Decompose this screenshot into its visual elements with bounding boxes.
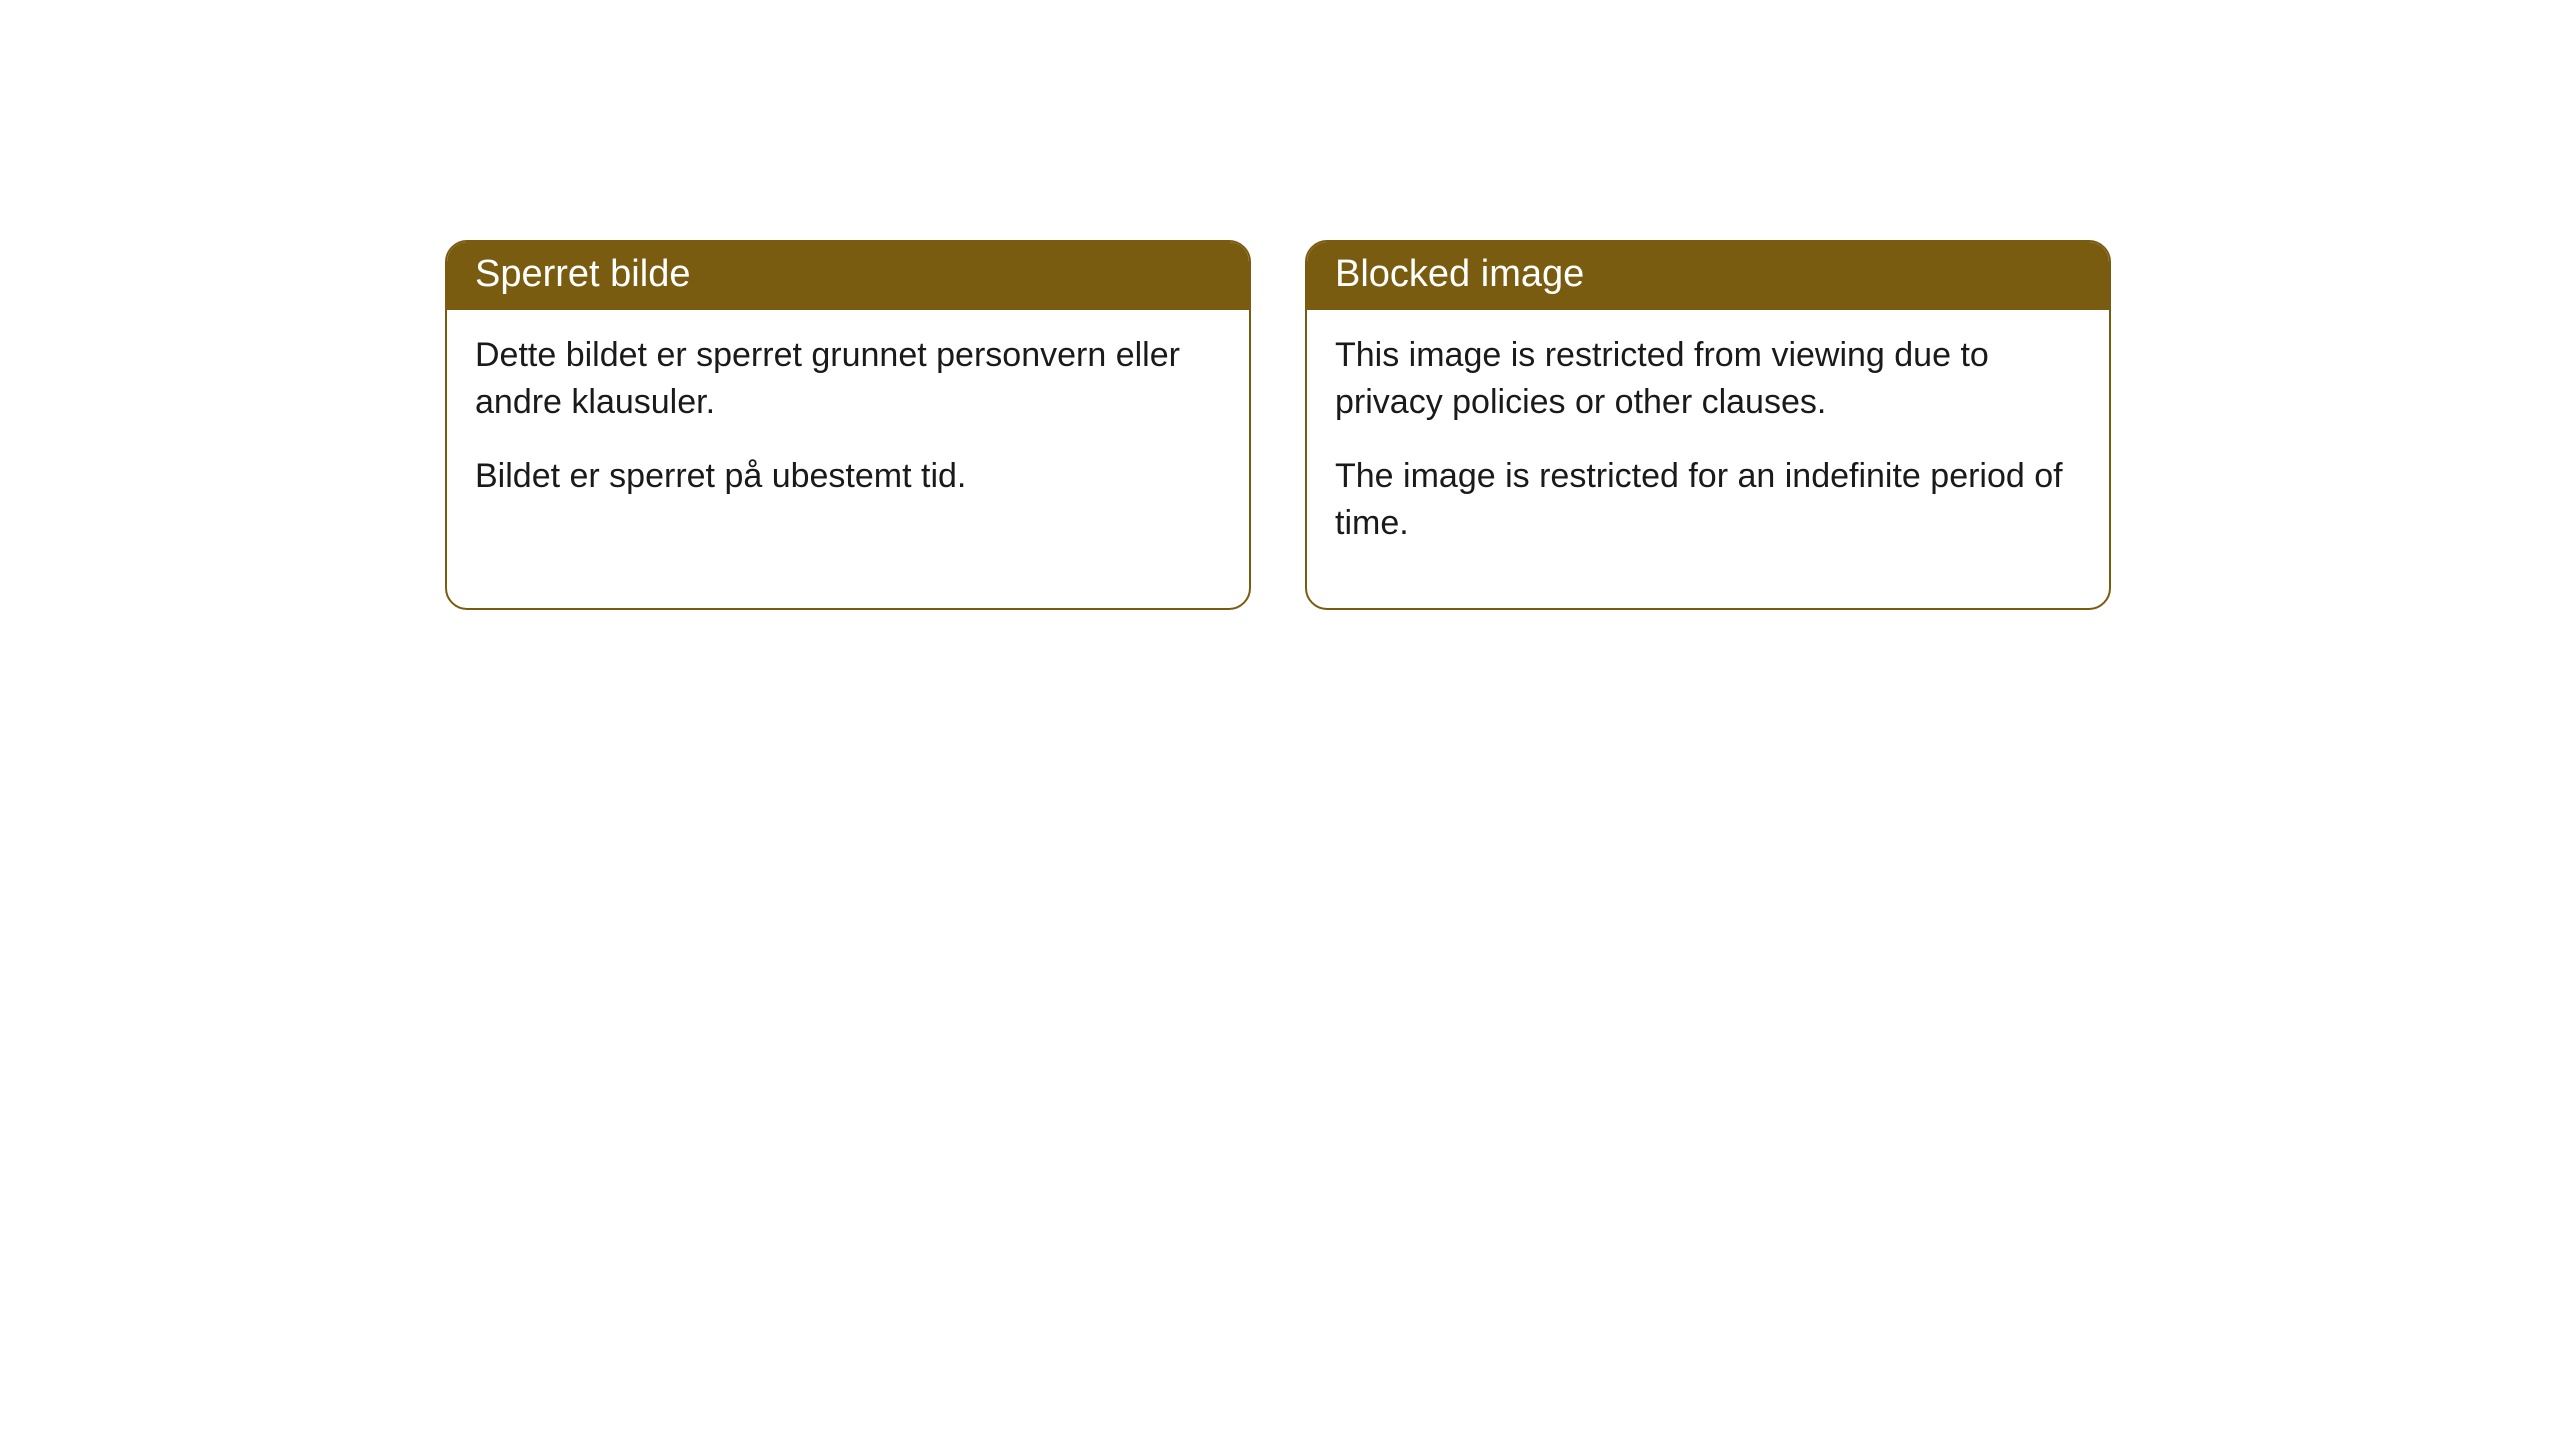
card-body: This image is restricted from viewing du…: [1307, 310, 2109, 608]
notice-card-english: Blocked image This image is restricted f…: [1305, 240, 2111, 610]
card-paragraph: Bildet er sperret på ubestemt tid.: [475, 453, 1221, 501]
card-header: Blocked image: [1307, 242, 2109, 310]
card-body: Dette bildet er sperret grunnet personve…: [447, 310, 1249, 561]
card-paragraph: The image is restricted for an indefinit…: [1335, 453, 2081, 548]
notice-card-norwegian: Sperret bilde Dette bildet er sperret gr…: [445, 240, 1251, 610]
card-header: Sperret bilde: [447, 242, 1249, 310]
notice-cards-container: Sperret bilde Dette bildet er sperret gr…: [445, 240, 2111, 610]
card-paragraph: This image is restricted from viewing du…: [1335, 332, 2081, 427]
card-paragraph: Dette bildet er sperret grunnet personve…: [475, 332, 1221, 427]
